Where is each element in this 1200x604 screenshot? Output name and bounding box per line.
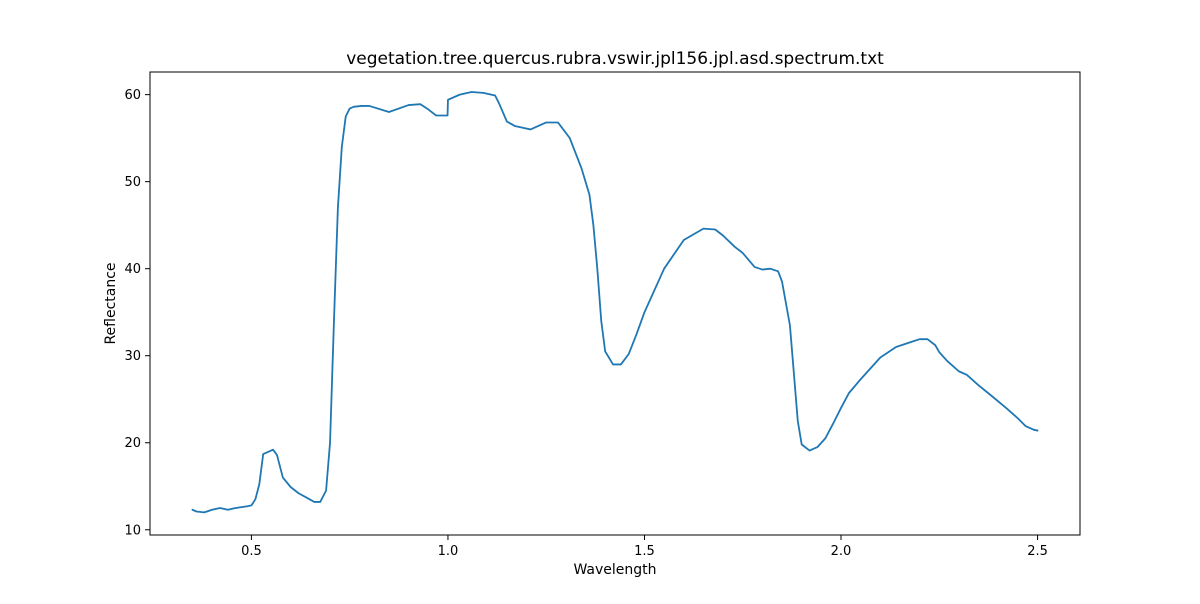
y-tick-label: 40 <box>124 262 141 277</box>
x-tick-label: 0.5 <box>241 544 262 559</box>
y-axis-label: Reflectance <box>103 262 119 344</box>
y-tick-label: 50 <box>124 175 141 190</box>
axes-frame <box>149 71 1081 536</box>
x-tick-label: 2.5 <box>1027 544 1048 559</box>
plot-area <box>191 91 1039 514</box>
x-tick-label: 1.0 <box>438 544 459 559</box>
x-axis-ticks: 0.5 1.0 1.5 2.0 2.5 <box>241 535 1048 559</box>
y-tick-label: 30 <box>124 349 141 364</box>
x-tick-label: 1.5 <box>634 544 655 559</box>
x-axis-label: Wavelength <box>573 562 656 578</box>
series-line-1 <box>191 91 1039 514</box>
y-tick-label: 20 <box>124 436 141 451</box>
y-tick-label: 60 <box>124 88 141 103</box>
y-axis-ticks: 10 20 30 40 50 60 <box>124 88 150 538</box>
chart-title: vegetation.tree.quercus.rubra.vswir.jpl1… <box>346 49 884 69</box>
y-tick-label: 10 <box>124 523 141 538</box>
x-tick-label: 2.0 <box>831 544 852 559</box>
